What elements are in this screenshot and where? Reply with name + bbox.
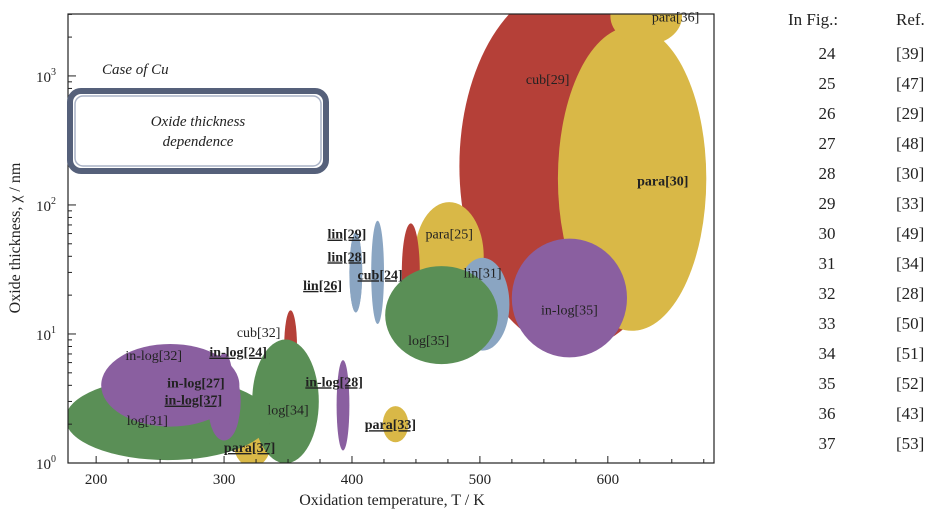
figure-number: 37 [818,434,836,453]
reference-number: [48] [896,134,925,153]
label-log-35: log[35] [408,334,449,349]
label-in-log-24: in-log[24] [209,346,267,361]
label-lin-26: lin[26] [303,279,342,294]
label-in-log-32: in-log[32] [125,349,182,364]
reference-number: [43] [896,404,925,423]
reference-number: [51] [896,344,925,363]
x-axis: 200 300 400 500 600 [85,456,705,488]
reference-row: 36 [43] [782,404,950,434]
label-para-33: para[33] [365,418,416,433]
figure-number: 26 [818,104,836,123]
reference-number: [53] [896,434,925,453]
reference-number: [34] [896,254,925,273]
y-tick-label: 101 [36,325,56,344]
reference-row: 30 [49] [782,224,950,254]
header-ref: Ref. [896,10,925,29]
y-tick-label: 102 [36,196,56,215]
region-lin-29 [371,220,384,324]
label-para-37: para[37] [224,441,275,456]
box-label-line2: dependence [163,134,234,150]
label-in-log-37: in-log[37] [165,394,223,409]
label-cub-32: cub[32] [237,326,281,341]
reference-row: 33 [50] [782,314,950,344]
header-in-fig: In Fig.: [788,10,839,29]
label-log-31: log[31] [127,414,168,429]
case-label: Case of Cu [102,62,169,78]
reference-row: 31 [34] [782,254,950,284]
label-para-25: para[25] [425,228,472,243]
reference-number: [49] [896,224,925,243]
reference-table-header: In Fig.: Ref. [782,10,950,40]
figure-number: 31 [818,254,836,273]
reference-number: [47] [896,74,925,93]
label-cub-29: cub[29] [526,73,570,88]
reference-row: 32 [28] [782,284,950,314]
figure-number: 28 [818,164,836,183]
figure-number: 36 [818,404,836,423]
x-tick-label: 400 [341,472,364,488]
region-para-33 [382,406,409,443]
label-lin-31: lin[31] [463,266,501,281]
region-log-34 [252,339,319,463]
reference-row: 37 [53] [782,434,950,464]
reference-row: 27 [48] [782,134,950,164]
label-log-34: log[34] [267,404,308,419]
figure-number: 33 [818,314,836,333]
reference-number: [52] [896,374,925,393]
label-in-log-28: in-log[28] [305,375,363,390]
region-log-35 [385,266,498,365]
x-tick-label: 500 [469,472,492,488]
reference-number: [39] [896,44,925,63]
reference-row: 29 [33] [782,194,950,224]
y-axis: 100 101 102 103 [36,13,76,473]
reference-row: 26 [29] [782,104,950,134]
y-axis-label: Oxide thickness, χ / nm [7,162,24,313]
figure-number: 32 [818,284,836,303]
region-in-log-35 [511,238,627,358]
y-tick-label: 103 [36,67,56,86]
figure-number: 27 [818,134,836,153]
label-in-log-27: in-log[27] [167,377,225,392]
box-label-line1: Oxide thickness [151,114,246,130]
x-tick-label: 200 [85,472,108,488]
label-in-log-35: in-log[35] [541,303,598,318]
label-lin-28: lin[28] [327,250,366,265]
reference-number: [30] [896,164,925,183]
label-para-36: para[36] [652,10,699,25]
figure-number: 25 [818,74,836,93]
x-tick-label: 600 [597,472,620,488]
region-lin-26 [349,232,363,313]
region-para-36 [610,14,682,45]
y-tick-label: 100 [36,454,56,473]
reference-row: 34 [51] [782,344,950,374]
reference-row: 25 [47] [782,74,950,104]
region-in-log-28 [336,360,350,451]
region-in-log-37 [208,378,240,441]
reference-number: [50] [896,314,925,333]
oxide-thickness-chart: cub[29] para[30] para[36] para[25] para[33] p… [7,10,715,509]
reference-row: 35 [52] [782,374,950,404]
region-in-log-32 [101,344,240,427]
figure-number: 29 [818,194,836,213]
reference-number: [33] [896,194,925,213]
reference-row: 28 [30] [782,164,950,194]
figure-number: 35 [818,374,836,393]
oxide-thickness-box: Oxide thickness dependence [67,88,329,174]
x-tick-label: 300 [213,472,236,488]
figure-number: 24 [818,44,836,63]
reference-number: [28] [896,284,925,303]
label-para-30: para[30] [637,174,688,189]
reference-row: 24 [39] [782,44,950,74]
x-axis-label: Oxidation temperature, T / K [299,492,485,509]
region-ellipses [68,14,707,463]
label-lin-29: lin[29] [327,228,366,243]
plot-frame [67,13,715,464]
figure-number: 34 [818,344,836,363]
label-cub-24: cub[24] [358,268,403,283]
reference-number: [29] [896,104,925,123]
figure-number: 30 [818,224,836,243]
